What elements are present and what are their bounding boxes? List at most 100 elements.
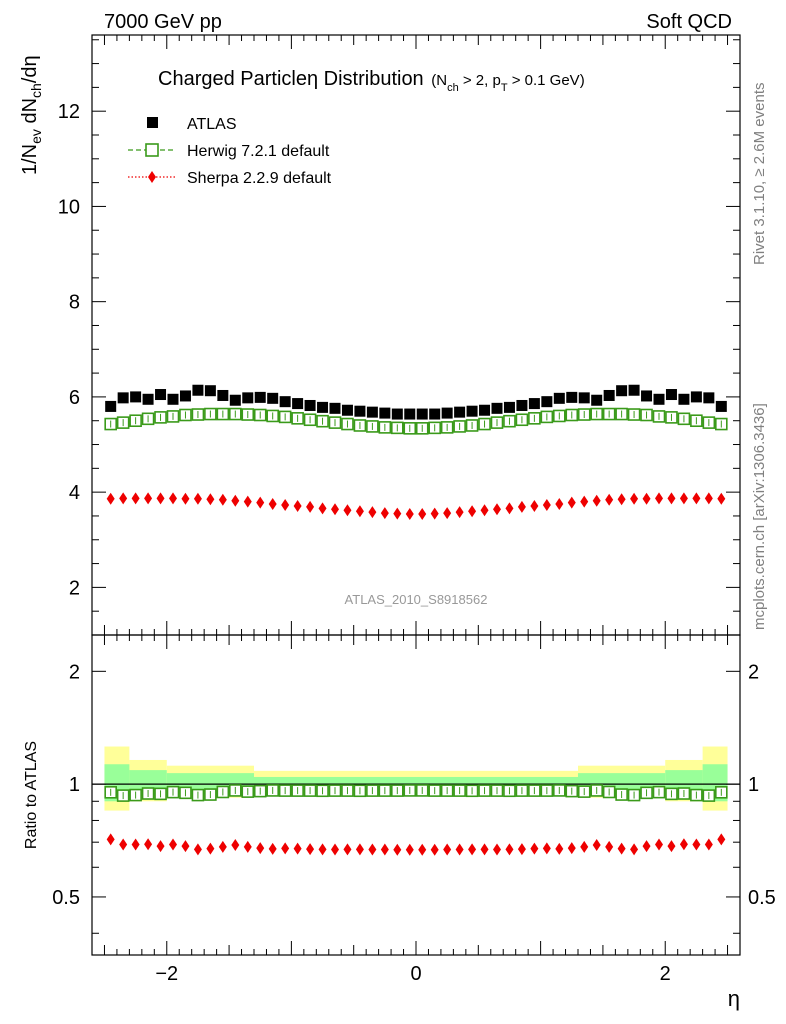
sherpa-ratio-point xyxy=(131,838,140,851)
sherpa-ratio-point xyxy=(306,843,315,856)
mcplots-label: mcplots.cern.ch [arXiv:1306.3436] xyxy=(751,403,768,630)
sherpa-ratio-point xyxy=(430,843,439,856)
sherpa-ratio-point xyxy=(256,842,265,855)
sherpa-ratio-point xyxy=(368,843,377,856)
sherpa-point xyxy=(542,499,551,511)
sherpa-point xyxy=(206,493,215,506)
sherpa-point xyxy=(343,504,352,517)
atlas-point xyxy=(591,394,603,406)
sherpa-ratio-point xyxy=(617,842,626,855)
main-y-axis-label: 1/Nev dNch/dη xyxy=(19,55,44,175)
sherpa-point xyxy=(517,500,526,513)
atlas-point xyxy=(292,398,304,410)
sherpa-point xyxy=(455,506,464,519)
atlas-point xyxy=(603,389,615,401)
sherpa-ratio-point xyxy=(704,838,713,851)
sherpa-point xyxy=(443,507,452,520)
atlas-point xyxy=(516,399,528,411)
ratio-series xyxy=(104,784,728,856)
main-y-tick-label: 10 xyxy=(58,196,80,218)
sherpa-point xyxy=(692,492,701,505)
atlas-point xyxy=(404,408,416,420)
atlas-point xyxy=(242,392,254,404)
atlas-point xyxy=(416,408,428,420)
sherpa-ratio-point xyxy=(331,843,339,856)
sherpa-ratio-point xyxy=(393,843,402,856)
sherpa-point xyxy=(679,492,688,505)
sherpa-point xyxy=(331,503,339,516)
ratio-panel: 0.5 0.5 1 1 2 2 −2 0 2 xyxy=(52,634,776,985)
ratio-y-tick-label-right: 0.5 xyxy=(748,887,776,909)
sherpa-ratio-point xyxy=(418,843,427,856)
sherpa-ratio-point xyxy=(268,842,277,855)
sherpa-ratio-point xyxy=(530,842,539,855)
sherpa-point xyxy=(380,507,389,520)
atlas-point xyxy=(192,384,204,396)
sherpa-ratio-point xyxy=(542,842,551,855)
sherpa-point xyxy=(281,499,290,511)
ratio-y-tick-label-left: 0.5 xyxy=(52,887,80,909)
atlas-point xyxy=(466,405,478,417)
sherpa-ratio-point xyxy=(318,843,327,856)
atlas-point xyxy=(279,396,291,408)
sherpa-point xyxy=(555,498,564,511)
atlas-point xyxy=(616,385,628,397)
sherpa-ratio-point xyxy=(655,838,663,851)
sherpa-ratio-point xyxy=(580,840,589,853)
main-y-tick-label: 6 xyxy=(69,387,80,409)
sherpa-ratio-point xyxy=(231,838,240,851)
sherpa-point xyxy=(256,496,265,509)
main-y-tick-labels: 2 4 6 8 10 12 xyxy=(58,101,80,599)
ratio-y-tick-labels: 0.5 0.5 1 1 2 2 xyxy=(52,661,776,909)
sherpa-point xyxy=(306,500,315,513)
legend-herwig-label: Herwig 7.2.1 default xyxy=(187,143,330,160)
sherpa-ratio-point xyxy=(592,838,601,851)
atlas-point xyxy=(391,408,403,420)
sherpa-point xyxy=(430,507,439,520)
sherpa-point xyxy=(418,508,427,521)
sherpa-point xyxy=(181,492,190,505)
atlas-point xyxy=(217,389,229,401)
plot-subtitle-part2: > 2, p xyxy=(459,72,501,89)
sherpa-ratio-point xyxy=(106,833,115,846)
sherpa-ratio-point xyxy=(517,843,526,856)
atlas-point xyxy=(703,392,715,404)
sherpa-point xyxy=(119,492,128,505)
main-y-tick-label: 2 xyxy=(69,577,80,599)
sherpa-ratio-point xyxy=(667,840,676,853)
sherpa-ratio-point xyxy=(480,843,489,856)
sherpa-point xyxy=(505,502,514,515)
ratio-y-tick-label-right: 2 xyxy=(748,661,759,683)
sherpa-ratio-point xyxy=(243,840,252,853)
plot-subtitle-sub1: ch xyxy=(447,82,459,94)
rivet-label: Rivet 3.1.10, ≥ 2.6M events xyxy=(751,83,768,266)
atlas-point xyxy=(267,392,279,404)
sherpa-point xyxy=(268,498,277,511)
sherpa-point xyxy=(318,502,327,515)
sherpa-point xyxy=(642,492,651,505)
ratio-y-tick-label-left: 1 xyxy=(69,774,80,796)
legend-herwig-marker xyxy=(145,143,159,157)
sherpa-point xyxy=(243,495,252,508)
atlas-point xyxy=(491,402,503,414)
sherpa-ratio-point xyxy=(443,843,452,856)
sherpa-point xyxy=(468,505,477,518)
atlas-point xyxy=(254,391,266,403)
legend-atlas-label: ATLAS xyxy=(187,116,237,133)
sherpa-point xyxy=(655,492,663,505)
atlas-point xyxy=(229,394,241,406)
sherpa-ratio-point xyxy=(605,840,614,853)
plot-subtitle-sub2: T xyxy=(501,82,508,94)
sherpa-point xyxy=(567,496,576,509)
atlas-point xyxy=(690,391,702,403)
legend-sherpa-marker xyxy=(148,171,156,183)
atlas-point xyxy=(641,390,653,402)
sherpa-ratio-point xyxy=(281,842,290,855)
atlas-point xyxy=(528,398,540,410)
sherpa-ratio-point xyxy=(380,843,389,856)
sherpa-ratio-point xyxy=(692,838,701,851)
main-y-tick-label: 12 xyxy=(58,101,80,123)
sherpa-ratio-point xyxy=(119,838,128,851)
sherpa-point xyxy=(293,499,302,512)
sherpa-point xyxy=(530,499,539,512)
